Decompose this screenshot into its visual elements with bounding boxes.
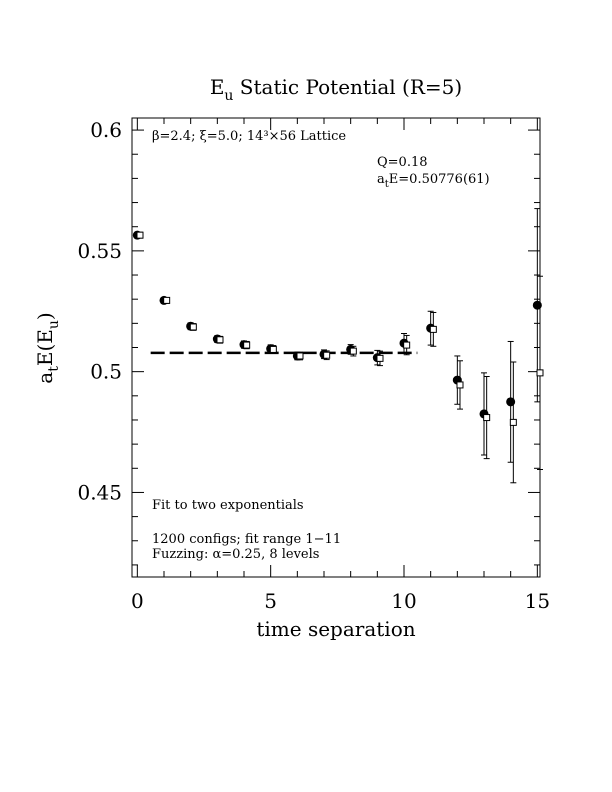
square-point	[509, 361, 517, 484]
square-marker	[269, 345, 277, 353]
square-point	[163, 296, 171, 304]
square-point	[296, 351, 304, 361]
square-point	[456, 360, 464, 410]
lattice-annotation: β=2.4; ξ=5.0; 14³×56 Lattice	[152, 129, 346, 144]
square-point	[349, 345, 357, 357]
tick-labels: 0 5 10 15 0.45 0.5 0.55 0.6	[77, 118, 550, 613]
square-marker	[243, 341, 251, 349]
data-points	[132, 208, 544, 484]
square-marker	[136, 231, 144, 239]
square-point	[403, 334, 411, 356]
square-point	[136, 231, 144, 239]
square-marker	[536, 369, 544, 377]
square-point	[376, 350, 384, 367]
square-marker	[509, 418, 517, 426]
q-annotation: Q=0.18	[377, 155, 428, 170]
y-axis-label: atE(Eu)	[33, 312, 62, 383]
square-marker	[429, 325, 437, 333]
square-point	[536, 275, 544, 470]
square-point	[429, 311, 437, 347]
x-axis-label: time separation	[256, 617, 415, 641]
square-marker	[323, 351, 331, 359]
fit-annotation: Fit to two exponentials	[152, 498, 304, 513]
square-point	[323, 350, 331, 361]
square-marker	[296, 352, 304, 360]
configs-annotation: 1200 configs; fit range 1−11	[152, 532, 341, 547]
square-marker	[456, 381, 464, 389]
square-point	[269, 345, 277, 354]
square-marker	[163, 296, 171, 304]
square-point	[483, 375, 491, 460]
square-marker	[189, 323, 197, 331]
y-tick-label: 0.45	[77, 480, 122, 504]
square-marker	[349, 347, 357, 355]
square-marker	[216, 336, 224, 344]
square-marker	[376, 354, 384, 362]
y-tick-label: 0.6	[90, 118, 122, 142]
energy-annotation: atE=0.50776(61)	[377, 172, 490, 190]
square-point	[216, 335, 224, 344]
x-tick-label: 15	[525, 589, 550, 613]
fuzzing-annotation: Fuzzing: α=0.25, 8 levels	[152, 547, 319, 562]
square-point	[189, 323, 197, 331]
square-point	[243, 340, 251, 350]
x-tick-label: 0	[131, 589, 144, 613]
chart-title: Eu Static Potential (R=5)	[210, 75, 462, 104]
square-marker	[483, 414, 491, 422]
square-marker	[403, 341, 411, 349]
x-tick-label: 10	[391, 589, 416, 613]
y-tick-label: 0.55	[77, 239, 122, 263]
x-tick-label: 5	[264, 589, 277, 613]
y-tick-label: 0.5	[90, 360, 122, 384]
